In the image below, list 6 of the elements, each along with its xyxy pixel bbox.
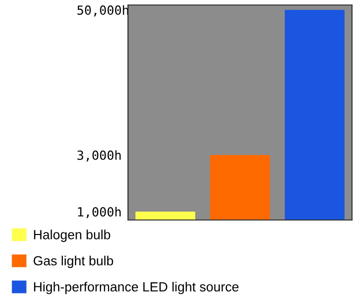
- y-tick-label: 1,000h: [78, 206, 121, 218]
- y-tick-label: 50,000h: [77, 5, 128, 16]
- legend-label: Gas light bulb: [34, 256, 114, 268]
- y-tick-label: 3,000h: [77, 150, 121, 162]
- legend-label: High-performance LED light source: [34, 282, 238, 294]
- legend-label: Halogen bulb: [34, 230, 110, 242]
